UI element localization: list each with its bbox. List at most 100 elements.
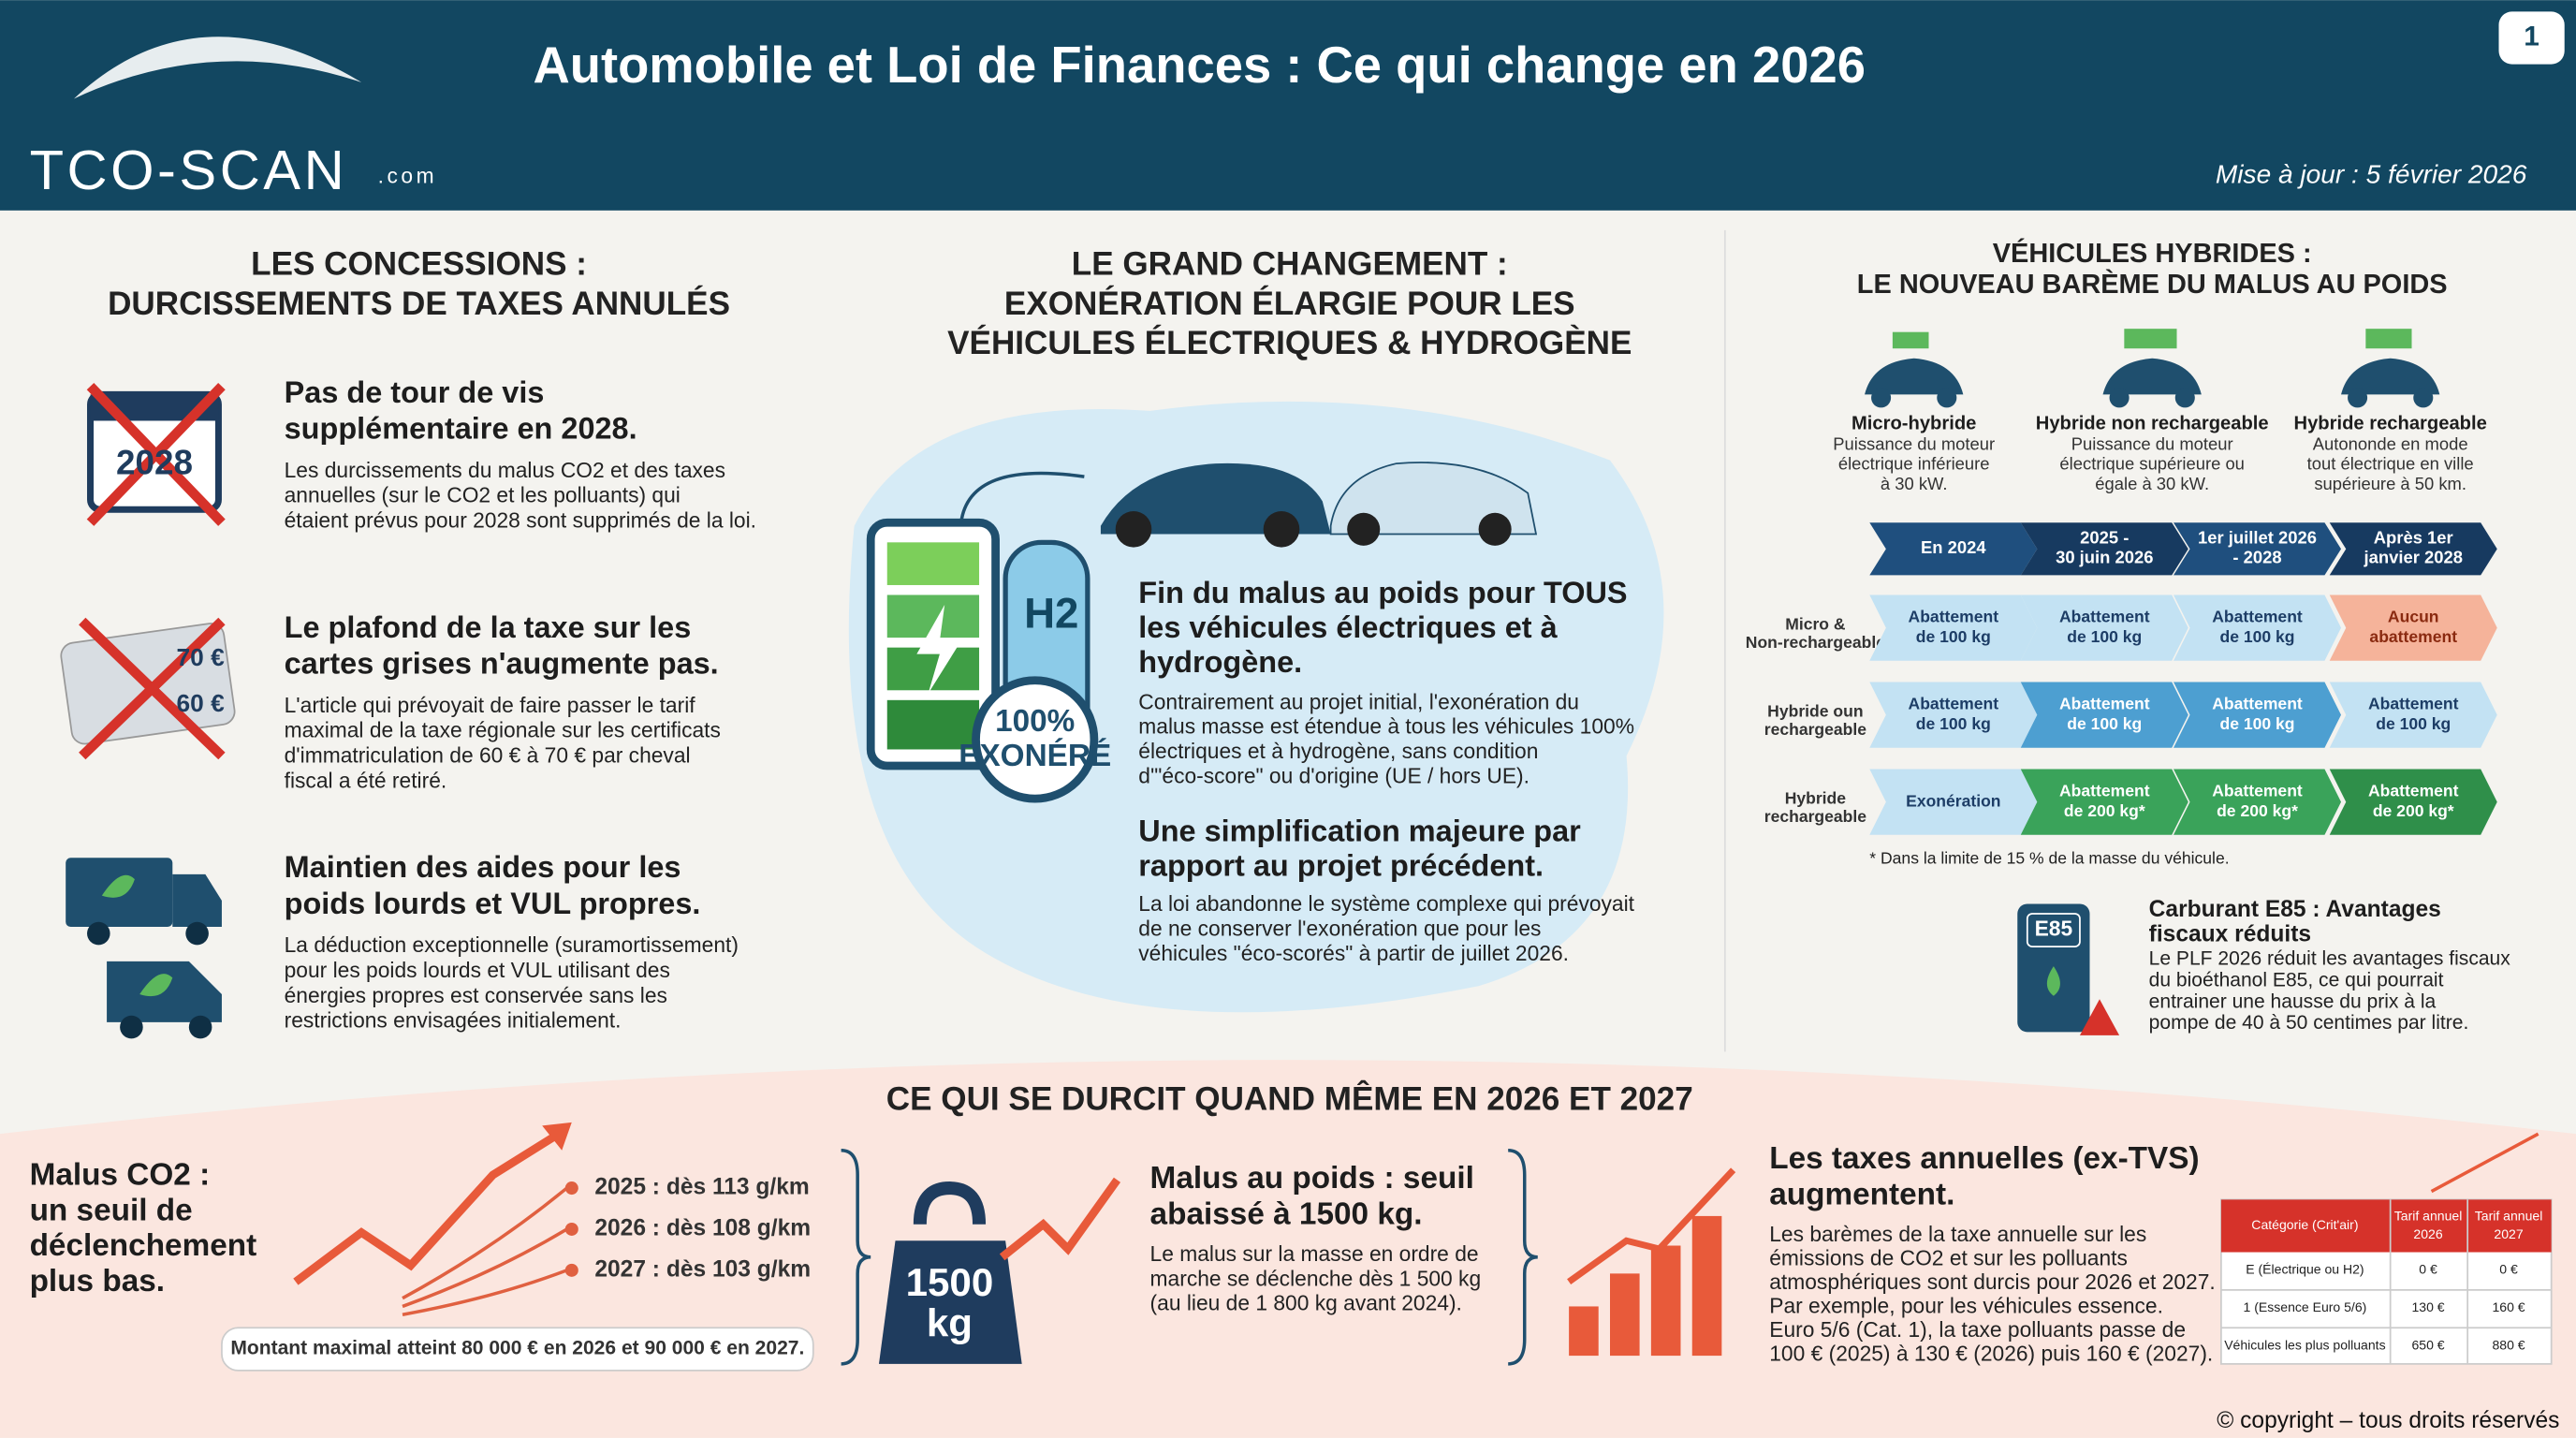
co2-chart-icon — [293, 1122, 578, 1316]
table-cell: 130 € — [2411, 1299, 2444, 1314]
icon-label: E85 — [2035, 917, 2073, 941]
icon-label: 60 € — [177, 689, 226, 717]
cell-text: de 100 kg — [1916, 714, 1991, 733]
table-cell: 0 € — [2419, 1262, 2437, 1277]
bar-chart-icon — [1567, 1132, 2539, 1357]
table-cell: 880 € — [2492, 1337, 2525, 1352]
column-chevron — [2329, 522, 2497, 576]
column-header: 2025 - — [2080, 528, 2129, 548]
table-cell — [1869, 594, 2038, 661]
table-cell: 1 (Essence Euro 5/6) — [2244, 1299, 2367, 1314]
threshold: 2027 : dès 103 g/km — [594, 1256, 811, 1282]
table-header: Catégorie (Crit'air) — [2251, 1217, 2358, 1232]
column-chevron — [2174, 522, 2342, 576]
card-icon — [60, 617, 236, 760]
item-heading: Les taxes annuelles (ex-TVS) — [1769, 1141, 2199, 1176]
table-cell: E (Électrique ou H2) — [2246, 1262, 2364, 1277]
item-body: annuelles (sur le CO2 et les polluants) … — [285, 483, 681, 507]
cell-text: Exonération — [1906, 791, 2000, 810]
vehicle-desc: électrique supérieure ou — [2059, 454, 2244, 474]
item-heading: déclenchement — [30, 1228, 257, 1263]
vehicle-name: Micro-hybride — [1852, 413, 1976, 433]
cell-text: de 100 kg — [2067, 714, 2142, 733]
footnote: * Dans la limite de 15 % de la masse du … — [1869, 849, 2229, 868]
hybrid-car-icons — [1865, 329, 2440, 408]
item-heading: un seuil de — [30, 1193, 193, 1227]
item-body: Les durcissements du malus CO2 et des ta… — [285, 458, 725, 482]
item-body: Le PLF 2026 réduit les avantages fiscaux — [2149, 948, 2511, 970]
battery-icon — [866, 518, 1000, 770]
item-heading: plus bas. — [30, 1264, 165, 1299]
item-heading: les véhicules électriques et à — [1138, 610, 1558, 644]
section-title: LES CONCESSIONS : — [251, 246, 587, 283]
section-title: LE NOUVEAU BARÈME DU MALUS AU POIDS — [1857, 268, 2448, 300]
cell-text: Abattement — [2212, 782, 2303, 800]
copyright: © copyright – tous droits réservés — [2217, 1408, 2559, 1433]
vehicle-desc: Puissance du moteur — [1833, 434, 1995, 454]
item-heading: supplémentaire en 2028. — [285, 412, 637, 446]
tank-label: H2 — [1024, 589, 1078, 637]
update-date: Mise à jour : 5 février 2026 — [2216, 159, 2527, 188]
column-header: 30 juin 2026 — [2056, 548, 2153, 567]
item-heading: cartes grises n'augmente pas. — [285, 647, 719, 681]
cell-text: de 100 kg — [2376, 714, 2451, 733]
item-heading: Pas de tour de vis — [285, 375, 545, 409]
row-label: Hybride — [1785, 789, 1847, 808]
vehicle-desc: égale à 30 kW. — [2095, 474, 2209, 493]
item-body: La déduction exceptionnelle (suramortiss… — [285, 932, 739, 957]
table-cell: 650 € — [2411, 1337, 2444, 1352]
item-body: de ne conserver l'exonération que pour l… — [1138, 917, 1541, 941]
section-title: DURCISSEMENTS DE TAXES ANNULÉS — [108, 285, 730, 322]
cell-text: Abattement — [2212, 695, 2303, 713]
cell-text: Abattement — [1909, 695, 1999, 713]
item-body: Contrairement au projet initial, l'exoné… — [1138, 689, 1579, 713]
table-header: 2026 — [2413, 1226, 2442, 1241]
cell-text: de 200 kg* — [2217, 801, 2298, 820]
table-cell — [2329, 594, 2497, 661]
item-body: restrictions envisagées initialement. — [285, 1008, 622, 1033]
calendar-icon — [86, 382, 226, 526]
table-cell — [1869, 682, 2038, 748]
row-label: rechargeable — [1764, 720, 1866, 739]
cell-text: Abattement — [2368, 695, 2459, 713]
threshold: 2026 : dès 108 g/km — [594, 1215, 811, 1240]
table-cell: Véhicules les plus polluants — [2224, 1337, 2385, 1352]
column-header: 1er juillet 2026 — [2198, 528, 2317, 548]
table-header: 2027 — [2494, 1226, 2523, 1241]
item-body: d'"éco-score" ou d'origine (UE / hors UE… — [1138, 763, 1530, 787]
cell-text: de 100 kg — [2067, 627, 2142, 646]
page-number: 1 — [2524, 21, 2539, 51]
item-body: Le malus sur la masse en ordre de — [1150, 1241, 1479, 1266]
item-body: fiscal a été retiré. — [285, 768, 447, 792]
vehicle-desc: électrique inférieure — [1838, 454, 1990, 474]
item-body: Par exemple, pour les véhicules essence. — [1769, 1293, 2163, 1317]
logo: TCO-SCAN — [30, 139, 348, 201]
item-body: électriques et à hydrogène, sans conditi… — [1138, 739, 1538, 763]
cell-text: de 100 kg — [2220, 627, 2295, 646]
vehicle-desc: Puissance du moteur — [2071, 434, 2233, 454]
cars — [959, 462, 1538, 548]
cell-text: Abattement — [2059, 608, 2150, 626]
kettlebell-icon — [878, 1177, 1121, 1364]
item-body: (au lieu de 1 800 kg avant 2024). — [1150, 1291, 1462, 1315]
item-body: La loi abandonne le système complexe qui… — [1138, 891, 1634, 916]
item-heading: Maintien des aides pour les — [285, 850, 681, 884]
table-cell — [2174, 594, 2342, 661]
item-heading: Carburant E85 : Avantages — [2149, 897, 2441, 922]
column-header: En 2024 — [1921, 537, 1986, 557]
table-header: Tarif annuel — [2475, 1208, 2543, 1223]
section-title: EXONÉRATION ÉLARGIE POUR LES — [1004, 285, 1575, 322]
badge-label: EXONÉRÉ — [959, 738, 1111, 773]
cell-text: Abattement — [1909, 608, 1999, 626]
exempt-badge — [972, 676, 1099, 803]
table-cell — [2174, 682, 2342, 748]
row-label: Micro & — [1785, 615, 1846, 634]
badge-label: 100% — [995, 704, 1075, 739]
section-title: VÉHICULES ÉLECTRIQUES & HYDROGÈNE — [947, 324, 1632, 361]
vehicle-desc: Autononde en mode — [2313, 434, 2468, 454]
vehicle-name: Hybride non rechargeable — [2036, 413, 2269, 433]
icon-label: 2028 — [116, 444, 193, 482]
table-header: Tarif annuel — [2394, 1208, 2463, 1223]
cell-text: Aucun — [2388, 608, 2439, 626]
